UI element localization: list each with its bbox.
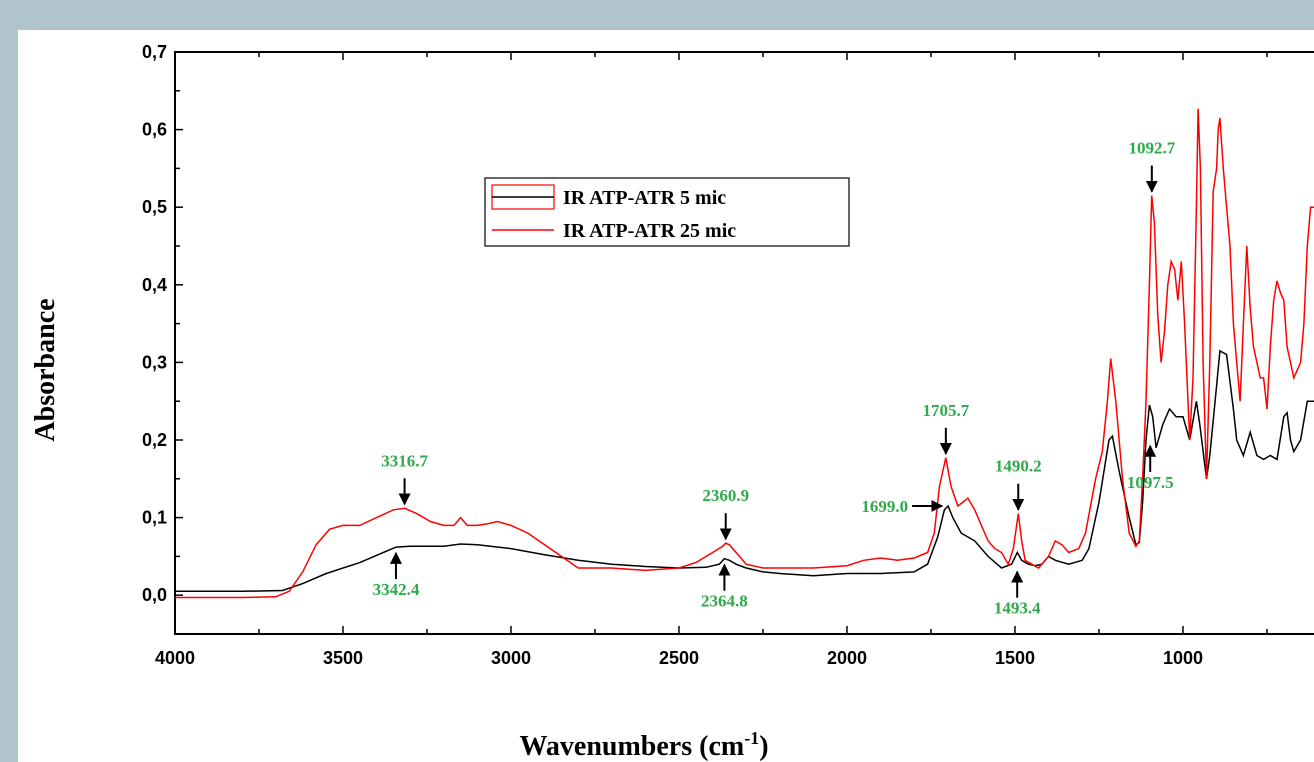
x-axis-title-end: ) <box>759 731 768 762</box>
y-tick-label: 0,7 <box>142 42 167 62</box>
x-axis-title-sup: -1 <box>744 728 759 748</box>
annotation-label: 3342.4 <box>373 580 420 599</box>
legend-label-2: IR ATP-ATR 25 mic <box>563 220 736 242</box>
x-tick-label: 2000 <box>827 648 867 668</box>
y-tick-label: 0,1 <box>142 508 167 528</box>
annotation-label: 3316.7 <box>381 451 428 470</box>
annotation-label: 1490.2 <box>995 457 1042 476</box>
x-tick-label: 1500 <box>995 648 1035 668</box>
y-tick-label: 0,0 <box>142 585 167 605</box>
annotation-1490.2: 1490.2 <box>995 457 1042 511</box>
annotation-1493.4: 1493.4 <box>994 570 1041 618</box>
annotation-1092.7: 1092.7 <box>1128 139 1176 193</box>
legend-box <box>484 177 850 247</box>
annotation-1699.0: 1699.0 <box>861 497 944 516</box>
x-tick-label: 3500 <box>323 648 363 668</box>
x-tick-label: 4000 <box>155 648 195 668</box>
y-tick-label: 0,5 <box>142 197 167 217</box>
legend: IR ATP-ATR 5 mic IR ATP-ATR 25 mic <box>484 177 850 247</box>
series-line-2 <box>175 108 1314 599</box>
annotation-label: 2364.8 <box>701 592 748 611</box>
y-tick-label: 0,2 <box>142 430 167 450</box>
plot-frame <box>174 51 1314 635</box>
chart-frame: 4000 3500 3000 2500 2000 1500 1000 0,0 0,1 0,2 0,3… <box>18 30 1314 762</box>
y-tick-label: 0,4 <box>142 275 167 295</box>
annotation-3342.4: 3342.4 <box>373 551 420 599</box>
annotation-label: 1493.4 <box>994 599 1041 618</box>
annotation-label: 1097.5 <box>1127 473 1174 492</box>
annotation-label: 1699.0 <box>861 497 908 516</box>
annotation-label: 2360.9 <box>702 486 749 505</box>
annotation-label: 1705.7 <box>922 401 969 420</box>
annotation-3316.7: 3316.7 <box>381 451 428 506</box>
x-axis-title: Wavenumbers (cm-1) <box>519 728 768 762</box>
legend-label-1: IR ATP-ATR 5 mic <box>563 187 726 209</box>
x-tick-label: 3000 <box>491 648 531 668</box>
x-axis-title-main: Wavenumbers (cm <box>519 731 744 762</box>
y-axis-title: Absorbance <box>30 298 61 441</box>
annotation-1097.5: 1097.5 <box>1127 444 1174 492</box>
annotation-1705.7: 1705.7 <box>922 401 970 456</box>
annotation-label: 1092.7 <box>1128 139 1175 158</box>
y-tick-label: 0,3 <box>142 352 167 372</box>
y-tick-label: 0,6 <box>142 120 167 140</box>
x-tick-label: 2500 <box>659 648 699 668</box>
ir-spectrum-chart: 4000 3500 3000 2500 2000 1500 1000 0,0 0,1 0,2 0,3… <box>30 42 1314 762</box>
x-tick-label: 1000 <box>1163 648 1203 668</box>
annotation-2360.9: 2360.9 <box>702 486 749 541</box>
annotation-2364.8: 2364.8 <box>701 563 748 611</box>
